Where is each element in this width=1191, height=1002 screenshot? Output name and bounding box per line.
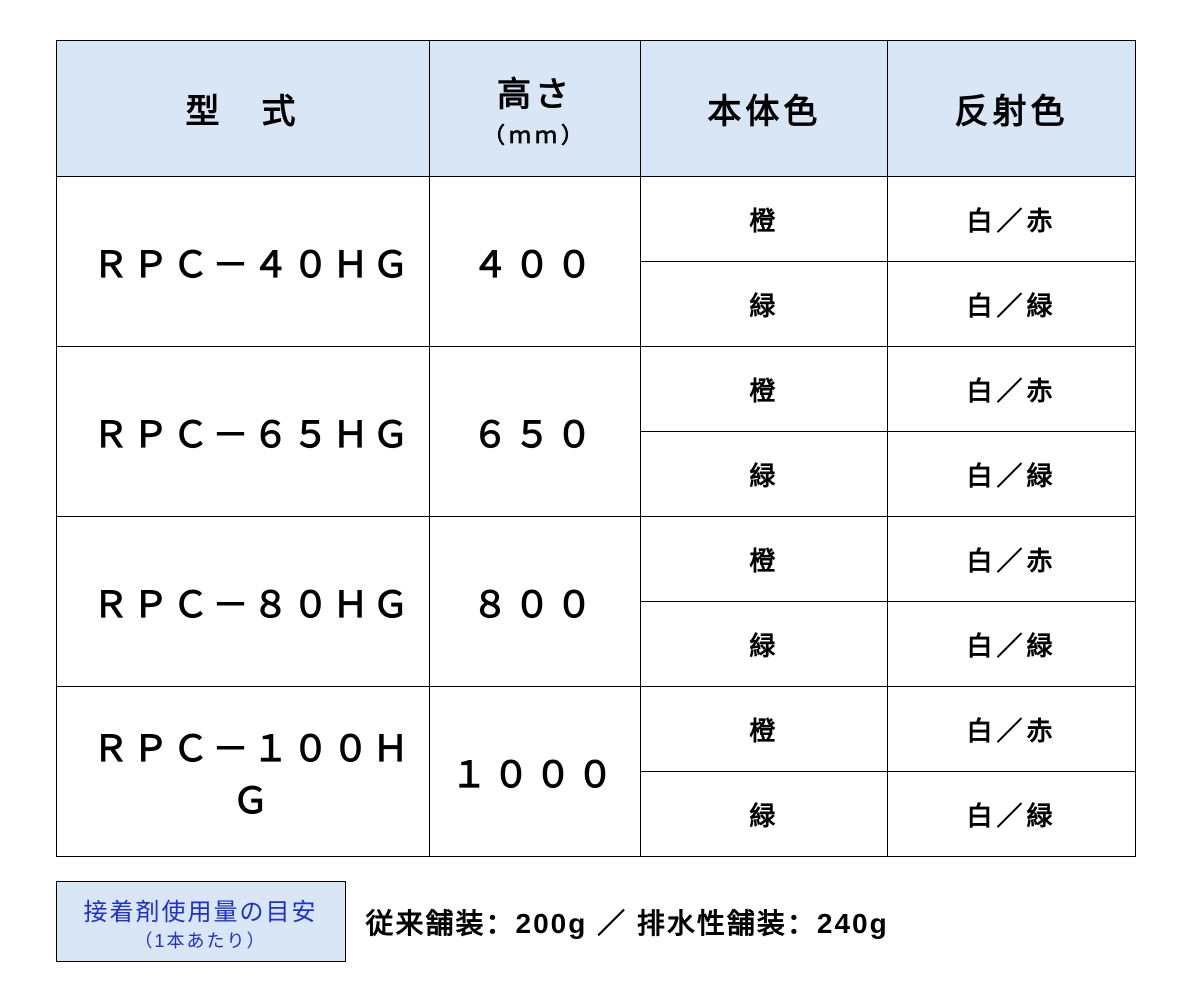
table-row: ＲＰＣ－８０ＨＧ ８００ 橙 白／赤 [56,517,1135,602]
cell-refl: 白／赤 [888,687,1135,772]
cell-refl: 白／赤 [888,347,1135,432]
cell-refl: 白／緑 [888,602,1135,687]
adhesive-info-row: 接着剤使用量の目安 （1本あたり） 従来舗装：200g ／ 排水性舗装：240g [56,881,1136,962]
cell-refl: 白／緑 [888,772,1135,857]
cell-refl: 白／赤 [888,177,1135,262]
cell-body: 橙 [641,177,888,262]
cell-body: 緑 [641,262,888,347]
col-header-height-main: 高さ [497,76,573,114]
cell-model: ＲＰＣ－８０ＨＧ [56,517,429,687]
cell-body: 橙 [641,347,888,432]
cell-model: ＲＰＣ－４０ＨＧ [56,177,429,347]
cell-body: 緑 [641,772,888,857]
cell-height: ６５０ [429,347,641,517]
cell-model: ＲＰＣ－６５ＨＧ [56,347,429,517]
cell-height: ４００ [429,177,641,347]
cell-refl: 白／緑 [888,432,1135,517]
cell-body: 橙 [641,687,888,772]
cell-model: ＲＰＣ－１００ＨＧ [56,687,429,857]
cell-height: ８００ [429,517,641,687]
adhesive-info-box: 接着剤使用量の目安 （1本あたり） [56,881,346,962]
col-header-refl: 反射色 [888,41,1135,177]
cell-body: 緑 [641,432,888,517]
table-row: ＲＰＣ－１００ＨＧ １０００ 橙 白／赤 [56,687,1135,772]
adhesive-info-subtitle: （1本あたり） [65,927,337,953]
spec-table: 型 式 高さ （ｍｍ） 本体色 反射色 ＲＰＣ－４０ＨＧ ４００ 橙 白／赤 緑… [56,40,1136,857]
col-header-body: 本体色 [641,41,888,177]
col-header-height: 高さ （ｍｍ） [429,41,641,177]
col-header-model: 型 式 [56,41,429,177]
col-header-height-sub: （ｍｍ） [434,118,637,150]
cell-body: 緑 [641,602,888,687]
cell-height: １０００ [429,687,641,857]
table-row: ＲＰＣ－４０ＨＧ ４００ 橙 白／赤 [56,177,1135,262]
adhesive-info-text: 従来舗装：200g ／ 排水性舗装：240g [366,881,1136,962]
cell-refl: 白／赤 [888,517,1135,602]
cell-refl: 白／緑 [888,262,1135,347]
table-row: ＲＰＣ－６５ＨＧ ６５０ 橙 白／赤 [56,347,1135,432]
cell-body: 橙 [641,517,888,602]
adhesive-info-title: 接着剤使用量の目安 [65,892,337,927]
